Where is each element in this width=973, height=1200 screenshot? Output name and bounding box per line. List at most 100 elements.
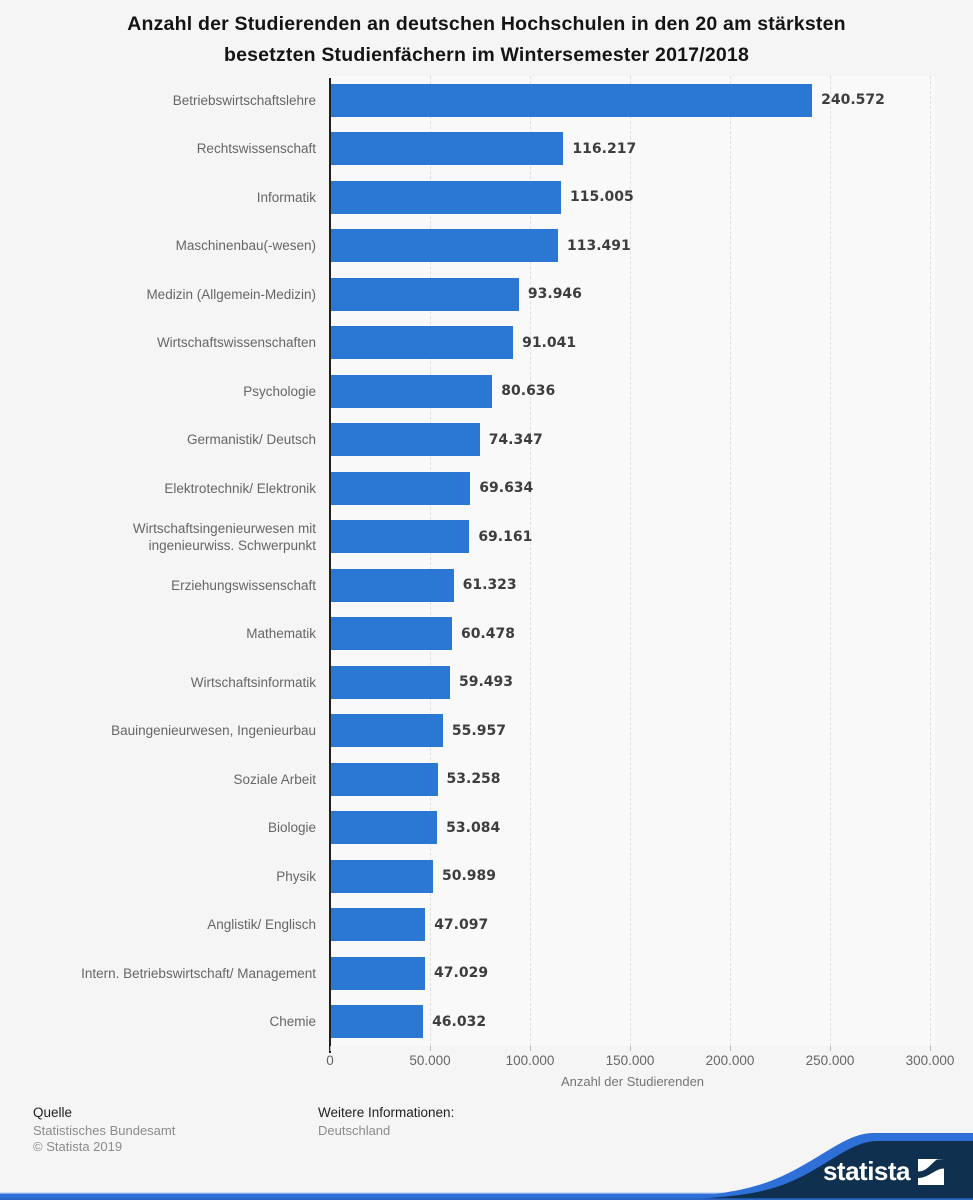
info-heading: Weitere Informationen: [318,1105,455,1120]
x-tick-label: 150.000 [605,1053,655,1068]
bar-track: 69.161 [330,520,973,554]
bar-row: Elektrotechnik/ Elektronik 69.634 [0,464,973,513]
bar-row: Informatik 115.005 [0,173,973,222]
x-tick-label: 200.000 [705,1053,755,1068]
bar-row: Physik 50.989 [0,852,973,901]
bar-track: 69.634 [330,471,973,505]
x-tick-mark [730,1046,731,1051]
bottom-wave-decoration [0,1133,973,1200]
value-label: 53.258 [446,771,501,788]
bar-row: Germanistik/ Deutsch 74.347 [0,416,973,465]
bar-track: 60.478 [330,617,973,651]
bar-row: Maschinenbau(-wesen) 113.491 [0,222,973,271]
gridline [730,76,731,1046]
x-tick-label: 300.000 [905,1053,955,1068]
category-label: Elektrotechnik/ Elektronik [164,480,316,496]
x-tick-label: 250.000 [805,1053,855,1068]
value-label: 47.029 [434,965,489,982]
bar [331,277,519,311]
bar [331,762,438,796]
category-label: Rechtswissenschaft [196,141,316,157]
value-label: 61.323 [462,577,517,594]
bar-row: Bauingenieurwesen, Ingenieurbau 55.957 [0,707,973,756]
bar-track: 61.323 [330,568,973,602]
value-label: 53.084 [446,819,501,836]
bar-row: Anglistik/ Englisch 47.097 [0,901,973,950]
x-tick-mark [630,1046,631,1051]
bar [331,374,493,408]
category-label: Maschinenbau(-wesen) [175,238,316,254]
bar-row: Erziehungswissenschaft 61.323 [0,561,973,610]
value-label: 240.572 [821,92,885,109]
x-axis-ticks: 0 50.000 100.000 150.000 200.000 250.000 300.0… [326,1046,954,1073]
category-label: Informatik [256,189,316,205]
category-label: Mathematik [246,626,316,642]
category-label: Betriebswirtschaftslehre [172,92,316,108]
info-region: Deutschland [318,1123,391,1138]
bar-track: 47.097 [330,908,973,942]
value-label: 116.217 [572,140,637,157]
bar-row: Intern. Betriebswirtschaft/ Management 47… [0,949,973,998]
x-tick-mark [830,1046,831,1051]
x-tick-label: 50.000 [409,1053,451,1068]
x-tick-mark [430,1046,431,1051]
bar-track: 240.572 [330,83,973,117]
bar [331,471,471,505]
source-heading: Quelle [33,1105,73,1120]
bar [331,956,426,990]
statista-logo-text: statista [822,1156,911,1186]
gridline [930,76,931,1046]
category-label: Soziale Arbeit [233,771,316,787]
value-label: 74.347 [488,431,543,448]
x-tick-mark [930,1046,931,1051]
bar-row: Soziale Arbeit 53.258 [0,755,973,804]
bar-row: Wirtschaftsingenieurwesen mit ingenieurw… [0,513,973,562]
value-label: 80.636 [501,383,556,400]
value-label: 60.478 [460,625,515,642]
bar-track: 59.493 [330,665,973,699]
statista-logo-icon [918,1158,944,1185]
bar-row: Mathematik 60.478 [0,610,973,659]
gridline [830,76,831,1046]
bar-track: 116.217 [330,132,973,166]
category-label: Wirtschaftsinformatik [190,674,316,690]
bar-track: 53.084 [330,811,973,845]
value-label: 46.032 [432,1013,487,1030]
bar-row: Biologie 53.084 [0,804,973,853]
statista-logo: statista [823,1156,944,1187]
wave-navy-shape [652,1141,973,1200]
value-label: 59.493 [458,674,514,691]
value-label: 50.989 [441,868,496,885]
category-label: Germanistik/ Deutsch [186,432,316,448]
bar [331,617,452,651]
category-label: Biologie [267,820,316,836]
x-axis-title: Anzahl der Studierenden [560,1074,705,1089]
bar-track: 74.347 [330,423,973,457]
bottom-bar-base [0,1198,973,1200]
bar-track: 47.029 [330,956,973,990]
info-block: Weitere Informationen: Deutschland [318,1105,454,1155]
bar-row: Psychologie 80.636 [0,367,973,416]
value-label: 55.957 [451,722,506,739]
bar-track: 113.491 [330,229,973,263]
source-block: Quelle Statistisches Bundesamt © Statist… [33,1105,318,1155]
value-label: 69.634 [479,480,534,497]
x-tick-mark [530,1046,531,1051]
gridline [530,76,531,1046]
copyright: © Statista 2019 [33,1139,123,1154]
source-name: Statistisches Bundesamt [33,1123,176,1138]
bar-track: 55.957 [330,714,973,748]
bar [331,326,514,360]
bar [331,665,450,699]
bar-track: 46.032 [330,1005,973,1039]
category-label: Chemie [269,1014,316,1030]
category-label: Physik [276,868,316,884]
bar [331,908,426,942]
category-label: Anglistik/ Englisch [207,917,316,933]
bar [331,83,813,117]
x-tick-label: 0 [326,1053,334,1068]
value-label: 69.161 [478,528,533,545]
category-label: Intern. Betriebswirtschaft/ Management [81,965,316,981]
bar-rows: Betriebswirtschaftslehre 240.572 Rechtswis… [0,76,973,1046]
